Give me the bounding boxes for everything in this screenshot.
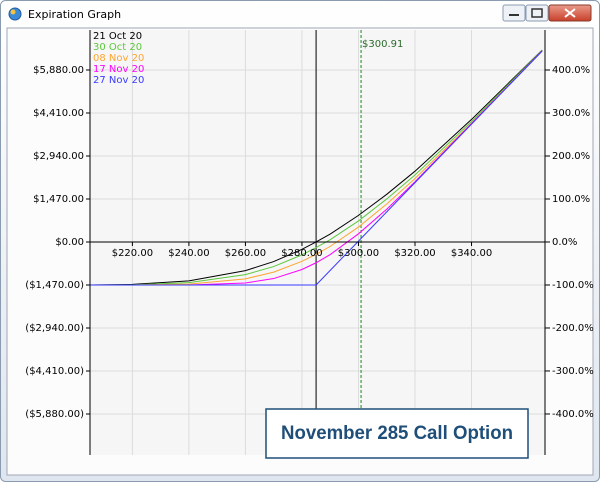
y-tick-label: $4,410.00: [33, 108, 84, 119]
x-tick-label: $340.00: [451, 248, 492, 259]
x-tick-label: $220.00: [112, 248, 153, 259]
y-tick-label: $5,880.00: [33, 65, 84, 76]
x-tick-label: $260.00: [225, 248, 266, 259]
close-glyph: [564, 8, 576, 18]
y2-tick-label: -200.0%: [552, 323, 594, 334]
y2-tick-label: 300.0%: [552, 108, 590, 119]
y2-tick-label: 400.0%: [552, 65, 590, 76]
legend-entry: 21 Oct 20: [93, 31, 142, 42]
y-tick-label: ($2,940.00): [25, 323, 84, 334]
y2-tick-label: -300.0%: [552, 366, 594, 377]
marker-label: $300.91: [362, 39, 403, 50]
y-tick-label: $1,470.00: [33, 194, 84, 205]
minimize-button[interactable]: [502, 4, 526, 22]
y2-tick-label: 0.0%: [552, 237, 577, 248]
legend-entry: 08 Nov 20: [93, 53, 144, 64]
series-line: [89, 50, 543, 286]
caption-box: [265, 408, 529, 459]
legend-entry: 30 Oct 20: [93, 42, 142, 53]
legend-entry: 27 Nov 20: [93, 75, 144, 86]
y-tick-label: $0.00: [55, 237, 84, 248]
y2-tick-label: 200.0%: [552, 151, 590, 162]
y-tick-label: ($4,410.00): [25, 366, 84, 377]
caption: November 285 Call Option: [281, 423, 513, 444]
maximize-glyph: [531, 8, 543, 18]
x-tick-label: $320.00: [394, 248, 435, 259]
y2-tick-label: 100.0%: [552, 194, 590, 205]
x-tick-label: $240.00: [168, 248, 209, 259]
plot-area: [90, 30, 545, 455]
maximize-button[interactable]: [525, 4, 549, 22]
x-tick-label: $300.00: [338, 248, 379, 259]
app-icon: [8, 7, 22, 21]
y-tick-label: $2,940.00: [33, 151, 84, 162]
y2-tick-label: -100.0%: [552, 280, 594, 291]
y-tick-label: ($1,470.00): [25, 280, 84, 291]
y-tick-label: ($5,880.00): [25, 409, 84, 420]
x-tick-label: $280.00: [281, 248, 322, 259]
app-icon-dot: [10, 9, 16, 15]
series-line: [90, 50, 543, 286]
y2-tick-label: -400.0%: [552, 409, 594, 420]
series-line: [90, 50, 543, 286]
legend-entry: 17 Nov 20: [93, 64, 144, 75]
window-title: Expiration Graph: [28, 8, 121, 21]
